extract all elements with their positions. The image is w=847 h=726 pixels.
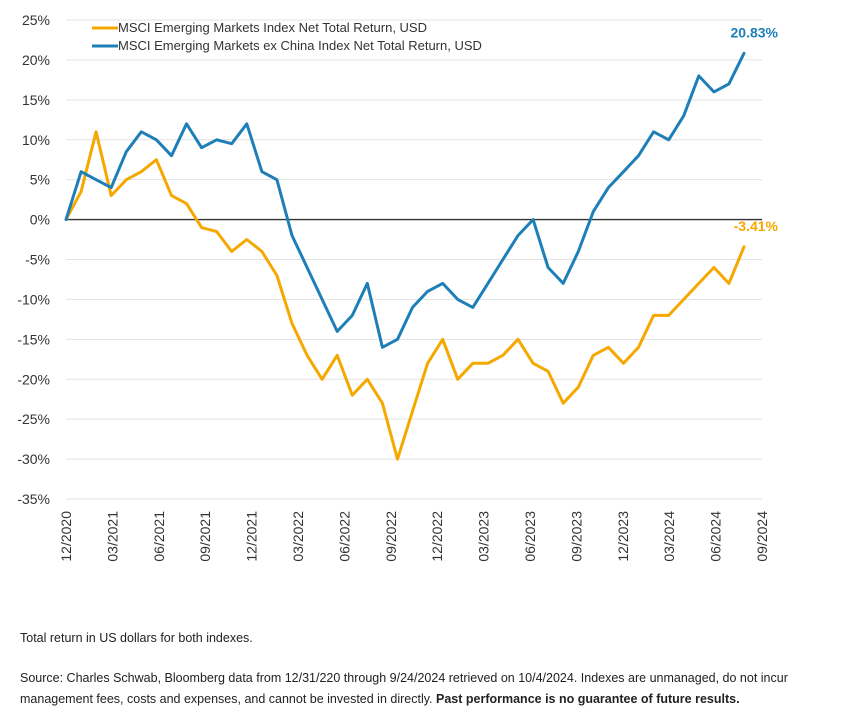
x-tick-label: 09/2023 <box>568 511 584 562</box>
x-tick-label: 06/2024 <box>708 511 724 562</box>
x-tick-label: 03/2023 <box>476 511 492 562</box>
y-tick-label: 10% <box>22 132 50 148</box>
disclaimer-text: Past performance is no guarantee of futu… <box>436 692 740 706</box>
y-tick-label: 20% <box>22 52 50 68</box>
x-tick-label: 06/2023 <box>522 511 538 562</box>
y-tick-label: -15% <box>17 331 50 347</box>
y-tick-label: -10% <box>17 291 50 307</box>
x-tick-label: 03/2022 <box>290 511 306 562</box>
y-tick-label: 0% <box>30 212 50 228</box>
end-value-label: -3.41% <box>734 218 779 234</box>
series-line <box>64 130 746 461</box>
source-text: Source: Charles Schwab, Bloomberg data f… <box>20 671 788 706</box>
chart-area: 25% 20% 15% 10% 5% 0% -5% -10% -15% -20% -25% -30% -… <box>17 12 779 562</box>
x-tick-label: 09/2021 <box>197 511 213 562</box>
chart-note: Total return in US dollars for both inde… <box>20 628 830 649</box>
y-tick-label: 5% <box>30 172 50 188</box>
legend-label: MSCI Emerging Markets ex China Index Net… <box>118 38 482 53</box>
y-tick-label: -25% <box>17 411 50 427</box>
series-line <box>64 51 746 349</box>
x-tick-label: 06/2021 <box>151 511 167 562</box>
y-tick-label: -35% <box>17 491 50 507</box>
x-tick-label: 12/2023 <box>615 511 631 562</box>
x-tick-label: 12/2021 <box>244 511 260 562</box>
y-tick-label: 15% <box>22 92 50 108</box>
y-tick-label: -20% <box>17 371 50 387</box>
x-tick-label: 12/2022 <box>429 511 445 562</box>
x-tick-label: 09/2022 <box>383 511 399 562</box>
x-tick-label: 03/2024 <box>661 511 677 562</box>
x-tick-label: 12/2020 <box>58 511 74 562</box>
y-tick-label: -5% <box>25 252 50 268</box>
note-text: Total return in US dollars for both inde… <box>20 631 253 645</box>
y-tick-label: -30% <box>17 451 50 467</box>
source-note: Source: Charles Schwab, Bloomberg data f… <box>20 668 835 710</box>
end-value-label: 20.83% <box>731 24 779 40</box>
legend-label: MSCI Emerging Markets Index Net Total Re… <box>118 20 427 35</box>
line-chart: 25% 20% 15% 10% 5% 0% -5% -10% -15% -20% -25% -30% -… <box>17 12 779 562</box>
x-tick-label: 06/2022 <box>336 511 352 562</box>
y-tick-label: 25% <box>22 12 50 28</box>
x-tick-label: 03/2021 <box>104 511 120 562</box>
x-tick-label: 09/2024 <box>754 511 770 562</box>
